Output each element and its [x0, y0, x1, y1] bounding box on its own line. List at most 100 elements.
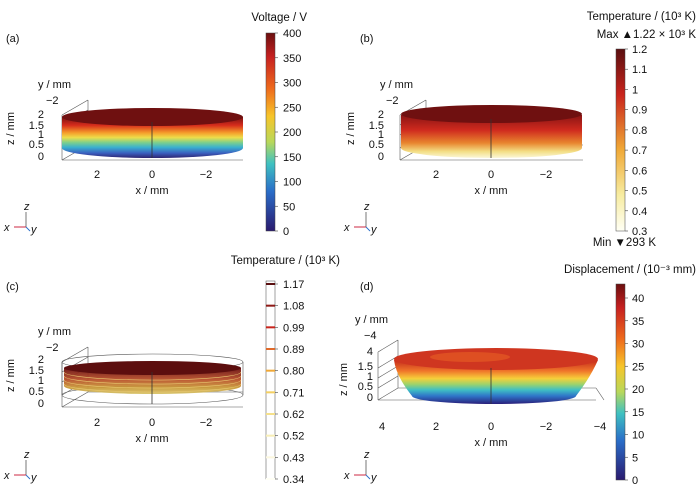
panel-c-colorbar [265, 280, 276, 480]
svg-text:0: 0 [38, 398, 44, 410]
colorbar-tick-label: 300 [283, 78, 301, 90]
panel-a-z-axis-label: z / mm [5, 112, 17, 145]
svg-text:2: 2 [94, 169, 100, 181]
panel-a-colorbar-ticks: 400 350 300 250 200 150 100 50 0 [275, 28, 301, 238]
panel-b-colorbar-ticks: 1.2 1.1 1 0.9 0.8 0.7 0.6 0.5 0.4 0.3 [625, 44, 647, 238]
panel-b-z-ticks: 2 1.5 1 0.5 0 [369, 109, 384, 163]
panel-b-y-tick: −2 [386, 95, 399, 107]
colorbar-tick-label: 0.89 [283, 344, 304, 356]
panel-d-x-axis-label: x / mm [475, 437, 508, 449]
svg-text:0.5: 0.5 [29, 139, 44, 151]
svg-text:−2: −2 [200, 417, 213, 429]
panel-c-y-tick: −2 [46, 342, 59, 354]
panel-c-y-axis-label: y / mm [38, 326, 71, 338]
svg-text:0: 0 [367, 392, 373, 404]
svg-text:x: x [3, 222, 10, 234]
svg-text:0: 0 [149, 169, 155, 181]
colorbar-tick-label: 1.2 [632, 44, 647, 56]
panel-c-cylinder [61, 353, 244, 405]
panel-c-z-axis-label: z / mm [5, 359, 17, 392]
svg-text:y: y [370, 224, 378, 236]
svg-text:0.5: 0.5 [369, 139, 384, 151]
svg-text:−2: −2 [540, 169, 553, 181]
colorbar-tick-label: 0.7 [632, 145, 647, 157]
colorbar-tick-label: 0.80 [283, 366, 304, 378]
panel-c-colorbar-ticks: 1.17 1.08 0.99 0.89 0.80 0.71 0.62 0.52 0.43 0.34 [266, 279, 304, 486]
colorbar-tick-label: 1.1 [632, 64, 647, 76]
colorbar-tick-label: 40 [632, 293, 644, 305]
panel-c-x-axis-label: x / mm [136, 433, 169, 445]
panel-a-y-tick: −2 [46, 95, 59, 107]
colorbar-tick-label: 1 [632, 84, 638, 96]
svg-text:y: y [370, 472, 378, 484]
svg-text:−2: −2 [540, 421, 553, 433]
colorbar-tick-label: 50 [283, 201, 295, 213]
panel-d: (d) Displacement / (10⁻³ mm) 40353025201… [338, 264, 696, 487]
svg-text:0: 0 [149, 417, 155, 429]
svg-text:0: 0 [488, 421, 494, 433]
svg-text:x: x [3, 470, 10, 482]
colorbar-tick-label: 10 [632, 430, 644, 442]
colorbar-tick-label: 0.9 [632, 105, 647, 117]
panel-a-axis-triad: z x y [3, 201, 38, 236]
panel-d-cylinder [394, 348, 598, 404]
svg-text:z: z [363, 449, 370, 461]
svg-text:y: y [30, 472, 38, 484]
svg-text:−4: −4 [594, 421, 607, 433]
panel-b-axis-triad: z x y [343, 201, 378, 236]
svg-text:4: 4 [367, 346, 373, 358]
colorbar-tick-label: 1.08 [283, 301, 304, 313]
svg-text:1.5: 1.5 [369, 120, 384, 132]
colorbar-tick-label: 200 [283, 127, 301, 139]
svg-text:1.5: 1.5 [29, 120, 44, 132]
colorbar-tick-label: 0.5 [632, 186, 647, 198]
svg-text:0: 0 [38, 151, 44, 163]
svg-text:1: 1 [38, 129, 44, 141]
panel-b-label: (b) [360, 33, 373, 45]
panel-b-z-axis-label: z / mm [345, 112, 357, 145]
panel-c-x-ticks: 2 0 −2 [94, 417, 212, 429]
panel-a-cylinder [62, 108, 243, 159]
svg-text:−2: −2 [200, 169, 213, 181]
panel-b: (b) Temperature / (10³ K) Max ▲1.22 × 10… [343, 11, 696, 249]
colorbar-tick-label: 0.71 [283, 387, 304, 399]
colorbar-tick-label: 0.52 [283, 431, 304, 443]
panel-b-x-ticks: 2 0 −2 [433, 169, 552, 181]
panel-c-axis-triad: z x y [3, 449, 38, 484]
svg-text:1.5: 1.5 [29, 365, 44, 377]
colorbar-tick-label: 25 [632, 361, 644, 373]
colorbar-tick-label: 15 [632, 407, 644, 419]
panel-d-z-axis-label: z / mm [338, 363, 350, 396]
colorbar-tick-label: 5 [632, 452, 638, 464]
panel-b-colorbar [615, 48, 626, 232]
colorbar-tick-label: 400 [283, 28, 301, 40]
svg-text:1: 1 [378, 129, 384, 141]
colorbar-tick-label: 0.3 [632, 226, 647, 238]
panel-c-colorbar-title: Temperature / (10³ K) [231, 255, 340, 267]
panel-d-colorbar-ticks: 40 35 30 25 20 15 10 5 0 [625, 293, 644, 487]
panel-a-colorbar [265, 32, 276, 232]
panel-c-z-ticks: 2 1.5 1 0.5 0 [29, 354, 44, 410]
panel-d-colorbar-title: Displacement / (10⁻³ mm) [564, 264, 696, 276]
panel-a-y-axis-label: y / mm [38, 79, 71, 91]
svg-text:z: z [23, 201, 30, 213]
svg-text:4: 4 [379, 421, 385, 433]
svg-text:2: 2 [433, 421, 439, 433]
panel-b-min-label: Min ▼293 K [593, 237, 656, 249]
colorbar-tick-label: 0 [283, 226, 289, 238]
svg-text:1: 1 [367, 371, 373, 383]
svg-text:0: 0 [378, 151, 384, 163]
panel-c-label: (c) [6, 281, 19, 293]
panel-d-colorbar [615, 283, 626, 481]
svg-text:1: 1 [38, 375, 44, 387]
panel-d-y-tick: −4 [364, 330, 377, 342]
svg-text:2: 2 [38, 109, 44, 121]
colorbar-tick-label: 0.8 [632, 125, 647, 137]
colorbar-tick-label: 100 [283, 177, 301, 189]
colorbar-tick-label: 350 [283, 53, 301, 65]
colorbar-tick-label: 30 [632, 339, 644, 351]
colorbar-tick-label: 0.99 [283, 322, 304, 334]
panel-d-label: (d) [360, 281, 373, 293]
colorbar-tick-label: 0.34 [283, 474, 304, 486]
